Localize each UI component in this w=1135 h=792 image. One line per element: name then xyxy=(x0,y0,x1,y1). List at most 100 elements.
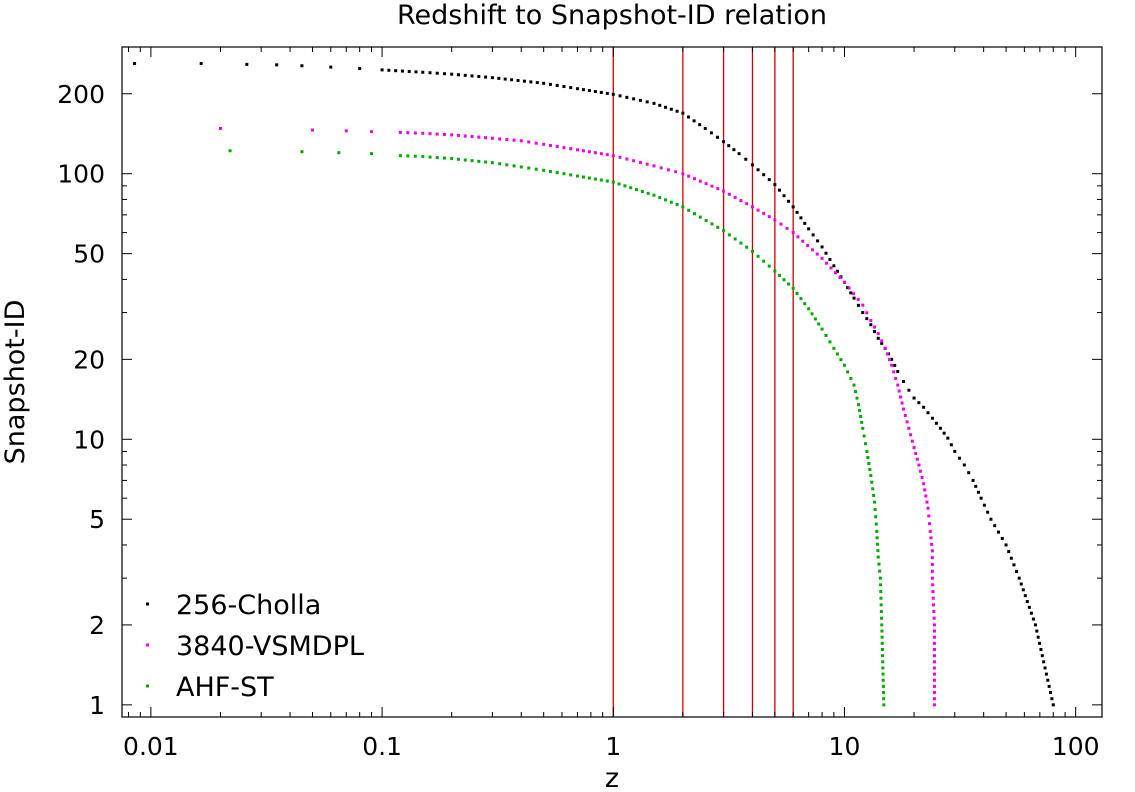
data-point xyxy=(599,152,603,156)
data-point xyxy=(599,178,603,182)
data-point xyxy=(923,488,927,492)
data-point xyxy=(762,211,766,215)
data-point xyxy=(484,75,488,79)
data-point xyxy=(534,141,538,145)
data-point xyxy=(400,69,404,73)
data-point xyxy=(750,249,754,253)
data-point xyxy=(733,237,737,241)
data-point xyxy=(369,130,373,134)
data-point xyxy=(773,218,777,222)
data-point xyxy=(218,126,222,130)
data-point xyxy=(727,233,731,237)
data-point xyxy=(664,105,668,109)
data-point xyxy=(810,248,814,252)
legend-marker xyxy=(146,643,149,647)
y-tick-label: 1 xyxy=(89,691,105,720)
data-point xyxy=(542,142,546,146)
data-point xyxy=(932,641,936,645)
data-point xyxy=(516,78,520,82)
data-point xyxy=(903,413,907,417)
data-point xyxy=(880,339,884,343)
data-point xyxy=(456,73,460,77)
data-point xyxy=(824,333,828,337)
data-point xyxy=(920,476,924,480)
data-point xyxy=(623,184,627,188)
data-point xyxy=(820,327,824,331)
data-point xyxy=(896,383,900,387)
data-point xyxy=(435,156,439,160)
data-point xyxy=(681,111,685,115)
data-point xyxy=(967,471,971,475)
data-point xyxy=(767,178,771,182)
data-point xyxy=(664,198,668,202)
data-point xyxy=(733,195,737,199)
data-point xyxy=(932,678,936,682)
data-point xyxy=(932,691,936,695)
data-point xyxy=(861,311,865,315)
data-point xyxy=(398,130,402,134)
data-point xyxy=(946,436,950,440)
data-point xyxy=(611,180,615,184)
data-point xyxy=(1039,648,1043,652)
legend-label: AHF-ST xyxy=(176,672,274,703)
data-point xyxy=(855,396,859,400)
data-point xyxy=(791,231,795,235)
data-point xyxy=(519,165,523,169)
data-point xyxy=(435,71,439,75)
data-point xyxy=(976,490,980,494)
data-point xyxy=(581,175,585,179)
data-point xyxy=(816,239,820,243)
data-point xyxy=(932,703,936,707)
data-point xyxy=(930,563,934,567)
data-point xyxy=(810,312,814,316)
data-point xyxy=(782,194,786,198)
data-point xyxy=(490,76,494,80)
data-point xyxy=(659,166,663,170)
data-point xyxy=(490,161,494,165)
data-point xyxy=(484,160,488,164)
data-point xyxy=(632,97,636,101)
data-point xyxy=(922,482,926,486)
data-point xyxy=(421,131,425,135)
data-point xyxy=(879,610,883,614)
data-point xyxy=(881,666,885,670)
data-point xyxy=(856,297,860,301)
data-point xyxy=(450,157,454,161)
data-point xyxy=(625,157,629,161)
data-point xyxy=(876,555,880,559)
data-point xyxy=(698,123,702,127)
data-point xyxy=(618,94,622,98)
data-point xyxy=(803,221,807,225)
data-point xyxy=(938,426,942,430)
data-point xyxy=(777,188,781,192)
data-point xyxy=(470,159,474,163)
data-point xyxy=(842,280,846,284)
data-point xyxy=(873,325,877,329)
data-point xyxy=(310,128,314,132)
data-point xyxy=(909,433,913,437)
data-point xyxy=(704,182,708,186)
data-point xyxy=(873,500,877,504)
data-point xyxy=(930,556,934,560)
data-point xyxy=(555,83,559,87)
data-point xyxy=(727,192,731,196)
data-point xyxy=(1044,672,1048,676)
data-point xyxy=(394,69,398,73)
data-point xyxy=(1051,703,1055,707)
data-point xyxy=(900,401,904,405)
data-point xyxy=(879,590,883,594)
data-point xyxy=(932,660,936,664)
data-point xyxy=(456,133,460,137)
data-point xyxy=(890,357,894,361)
data-point xyxy=(825,261,829,265)
data-point xyxy=(962,463,966,467)
data-point xyxy=(893,363,897,367)
data-point xyxy=(629,186,633,190)
data-point xyxy=(877,562,881,566)
data-point xyxy=(1007,550,1011,554)
data-point xyxy=(1023,594,1027,598)
data-point xyxy=(873,330,877,334)
data-point xyxy=(380,68,384,72)
data-point xyxy=(1009,556,1013,560)
data-point xyxy=(428,71,432,75)
